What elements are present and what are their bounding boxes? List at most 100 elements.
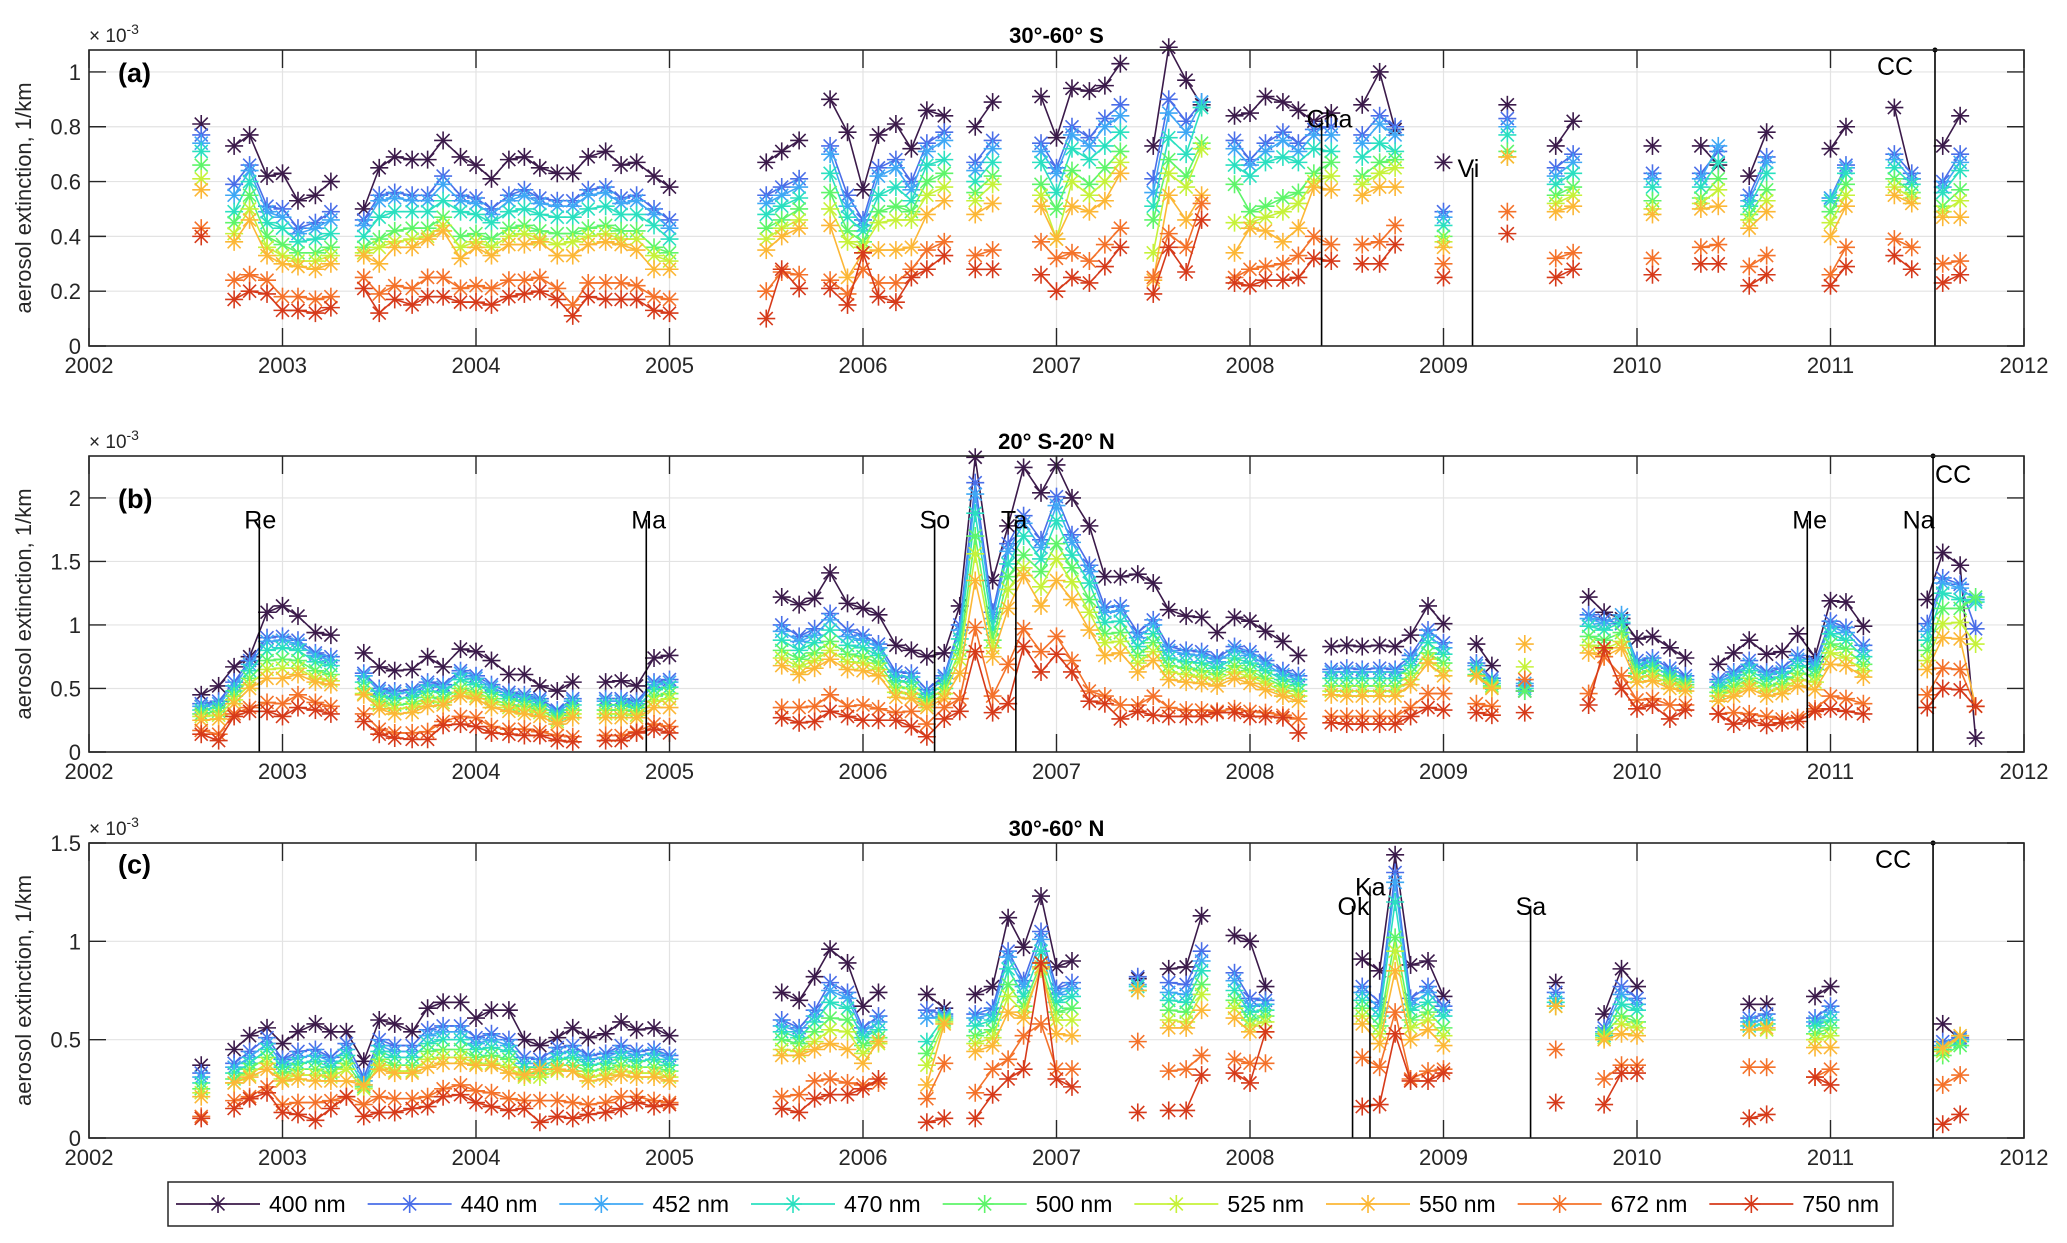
data-point [1032,232,1051,251]
data-point [434,657,453,676]
data-point [288,191,307,210]
marker-stroke [194,116,209,132]
data-point [966,117,985,136]
marker-stroke [1082,84,1097,99]
marker-stroke [1113,108,1128,123]
marker-stroke [1823,141,1838,156]
data-point [530,205,549,224]
series-400-nm [192,38,1970,218]
data-point [1933,183,1952,202]
data-point [1434,268,1453,287]
data-point [225,186,244,205]
data-point [1273,632,1292,651]
marker-stroke [227,215,242,230]
data-point [627,290,646,309]
data-point [370,158,389,177]
data-point [821,90,840,109]
data-point [1241,104,1259,123]
data-point [1951,106,1970,125]
y-tick-label: 0.8 [50,115,81,140]
data-point [1836,117,1855,136]
marker-stroke [356,201,371,217]
data-point [1014,458,1033,477]
data-point [1691,136,1710,155]
data-point [467,276,485,295]
marker-stroke [614,158,629,173]
data-point [821,279,840,298]
marker-stroke [1049,130,1064,145]
data-point [1564,243,1583,262]
marker-stroke [871,127,886,143]
marker-stroke [662,232,677,247]
data-point [1836,257,1855,276]
marker-stroke [1049,201,1064,217]
marker-stroke [759,196,774,211]
data-point [579,199,598,218]
data-point [1885,186,1904,205]
marker-stroke [1242,204,1258,219]
panel-title: 30°-60° S [1009,23,1104,48]
data-point [1691,254,1710,273]
data-point [321,298,340,317]
marker-stroke [1161,105,1176,121]
data-point [1080,82,1099,101]
data-point [1159,164,1178,183]
marker-stroke [550,199,565,214]
series-line [1700,161,1719,188]
marker-stroke [1306,141,1321,156]
data-point [821,216,840,235]
data-point [1241,167,1259,186]
data-point [225,290,244,309]
series-470-nm [192,98,1970,251]
data-point [1177,145,1196,164]
data-point [1062,125,1081,144]
data-point [288,257,307,276]
data-point [1370,254,1389,273]
marker-stroke [759,155,774,170]
data-point [1370,62,1389,81]
marker-stroke [275,166,290,181]
marker-stroke [823,166,838,181]
data-point [288,607,307,626]
data-point [1757,202,1776,221]
marker-stroke [888,199,903,214]
data-point [370,304,389,323]
marker-stroke [840,188,855,203]
data-point [1709,197,1728,216]
marker-stroke [1566,166,1581,181]
marker-stroke [1566,155,1581,170]
data-point [1062,488,1081,507]
data-point [1111,164,1130,183]
data-point [966,260,985,279]
data-point [1225,175,1244,194]
y-tick-label: 0 [69,334,81,359]
data-point [385,290,404,309]
data-point [1951,161,1970,180]
data-point [370,254,389,273]
marker-stroke [405,221,420,236]
data-point [1709,235,1728,254]
data-point [418,202,437,221]
data-point [1144,210,1163,229]
data-point [1386,125,1405,144]
marker-stroke [259,169,275,184]
data-point [1062,139,1081,158]
marker-stroke [919,103,934,118]
data-point [1304,139,1323,158]
data-point [983,194,1002,213]
marker-stroke [532,196,547,211]
marker-stroke [581,188,596,203]
data-point [838,197,857,216]
data-point [1032,265,1051,284]
data-point [854,180,872,199]
data-point [660,304,679,323]
data-point [1289,219,1308,238]
marker-stroke [453,204,468,219]
marker-stroke [532,160,547,175]
data-point [1225,156,1244,175]
marker-stroke [1227,141,1242,156]
data-point [499,287,518,306]
data-point [1273,232,1292,251]
marker-stroke [888,179,903,195]
data-point [548,246,567,265]
